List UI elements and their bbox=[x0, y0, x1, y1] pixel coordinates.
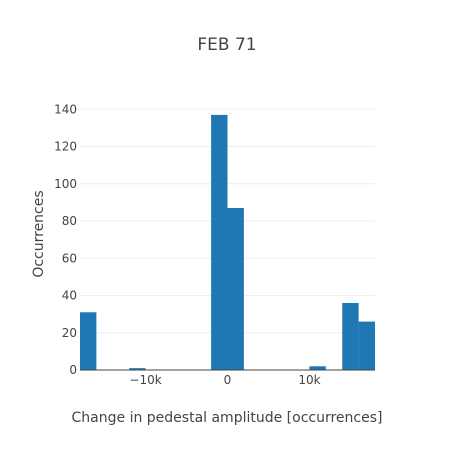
y-tick-label: 80 bbox=[62, 214, 77, 228]
histogram-bar bbox=[227, 208, 244, 370]
x-tick-label: 10k bbox=[298, 373, 320, 387]
x-axis-title: Change in pedestal amplitude [occurrence… bbox=[72, 410, 383, 426]
y-tick-label: 20 bbox=[62, 326, 77, 340]
y-axis-ticks: 0 20 40 60 80 100 120 140 bbox=[54, 102, 77, 377]
x-axis-ticks: −10k 0 10k bbox=[129, 373, 320, 387]
histogram-bar bbox=[358, 321, 375, 370]
histogram-bar bbox=[211, 114, 228, 371]
x-tick-label: −10k bbox=[129, 373, 161, 387]
bars bbox=[80, 114, 375, 371]
histogram-bar bbox=[80, 312, 97, 370]
histogram-bar bbox=[342, 302, 359, 370]
x-tick-label: 0 bbox=[224, 373, 232, 387]
y-tick-label: 100 bbox=[54, 177, 77, 191]
y-tick-label: 40 bbox=[62, 289, 77, 303]
y-tick-label: 0 bbox=[69, 363, 77, 377]
histogram-bar bbox=[129, 368, 146, 370]
y-tick-label: 60 bbox=[62, 251, 77, 265]
y-axis-title: Occurrences bbox=[31, 190, 47, 277]
y-tick-label: 140 bbox=[54, 102, 77, 116]
histogram-bar bbox=[309, 366, 326, 370]
y-tick-label: 120 bbox=[54, 140, 77, 154]
chart-title: FEB 71 bbox=[197, 35, 256, 55]
